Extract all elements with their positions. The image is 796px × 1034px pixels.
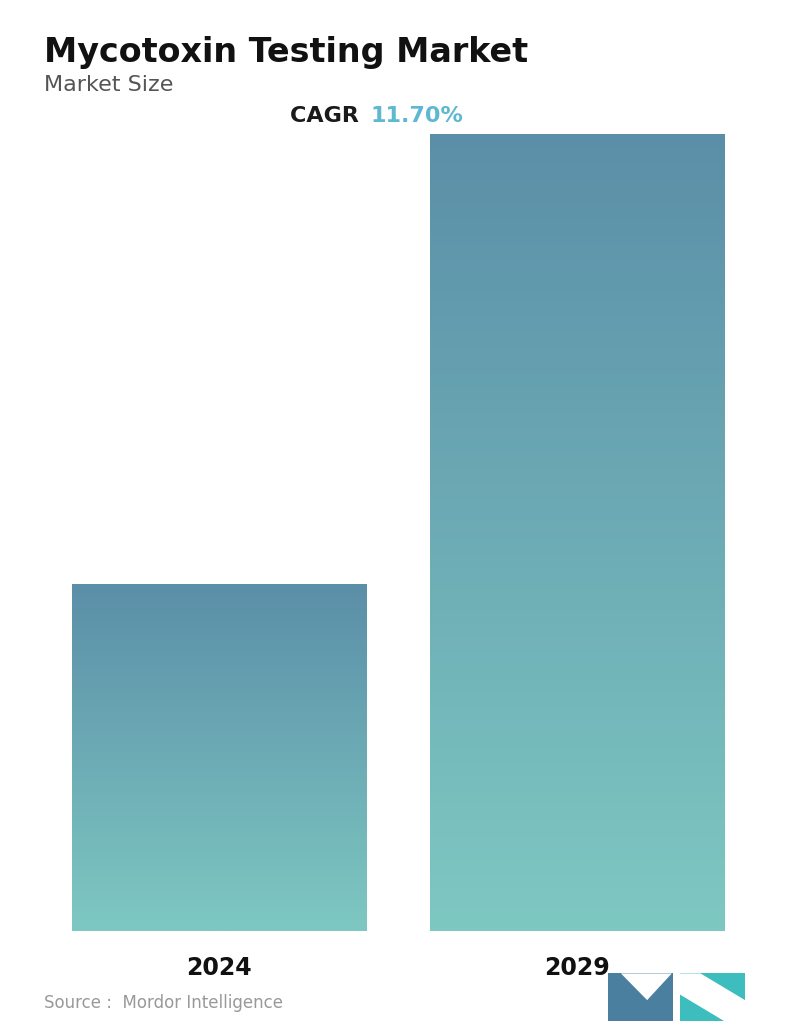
Polygon shape — [621, 973, 672, 1000]
Text: 11.70%: 11.70% — [370, 105, 463, 126]
Polygon shape — [680, 973, 745, 1022]
Text: Mycotoxin Testing Market: Mycotoxin Testing Market — [44, 36, 528, 69]
Text: Source :  Mordor Intelligence: Source : Mordor Intelligence — [44, 994, 283, 1012]
Text: 2024: 2024 — [186, 956, 252, 980]
Text: CAGR: CAGR — [290, 105, 366, 126]
Text: 2029: 2029 — [544, 956, 610, 980]
Polygon shape — [608, 973, 673, 1022]
Text: Market Size: Market Size — [44, 75, 174, 95]
Polygon shape — [680, 973, 745, 1022]
